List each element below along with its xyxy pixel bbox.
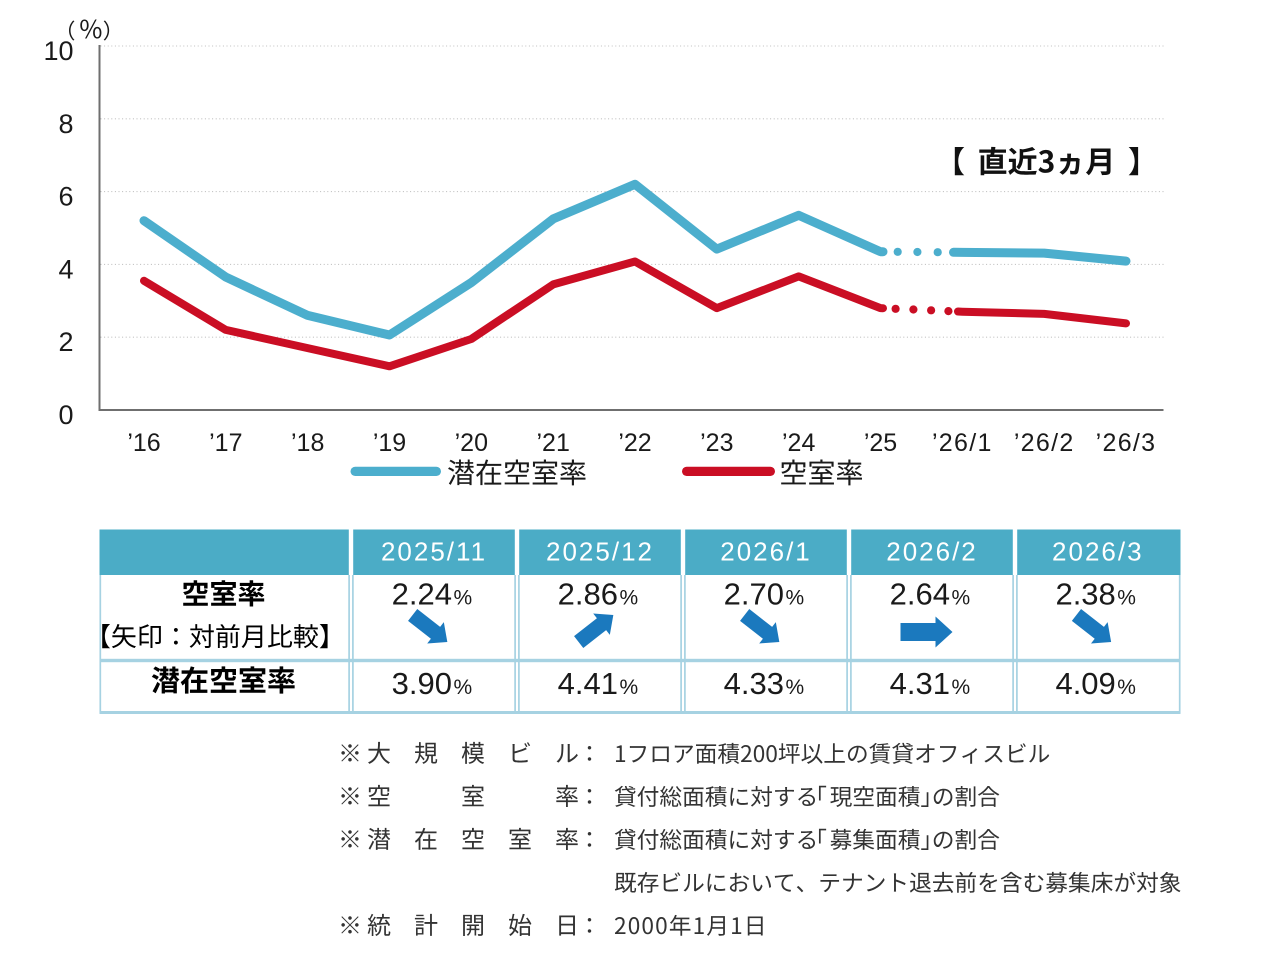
svg-text:’26/3: ’26/3 xyxy=(1096,429,1157,457)
svg-text:’24: ’24 xyxy=(782,429,815,457)
svg-text:10: 10 xyxy=(43,36,73,66)
svg-text:’18: ’18 xyxy=(291,429,324,457)
svg-text:2.70: 2.70 xyxy=(724,577,784,612)
svg-text:8: 8 xyxy=(58,109,73,139)
svg-text:’26/1: ’26/1 xyxy=(932,429,993,457)
svg-text:0: 0 xyxy=(58,400,73,430)
svg-text:2.86: 2.86 xyxy=(558,577,618,612)
svg-text:%: % xyxy=(1117,587,1136,610)
svg-text:%: % xyxy=(952,676,971,699)
svg-text:’17: ’17 xyxy=(209,429,242,457)
svg-text:4.33: 4.33 xyxy=(724,666,784,701)
svg-text:’25: ’25 xyxy=(864,429,897,457)
svg-text:2026/1: 2026/1 xyxy=(720,537,812,567)
svg-text:%: % xyxy=(620,587,639,610)
svg-text:2026/2: 2026/2 xyxy=(886,537,978,567)
svg-text:4: 4 xyxy=(58,254,73,284)
svg-text:’22: ’22 xyxy=(618,429,651,457)
svg-text:%: % xyxy=(454,676,473,699)
svg-text:’19: ’19 xyxy=(373,429,406,457)
svg-text:%: % xyxy=(620,676,639,699)
svg-text:4.31: 4.31 xyxy=(890,666,950,701)
svg-text:%: % xyxy=(786,587,805,610)
svg-text:2: 2 xyxy=(58,327,73,357)
svg-text:4.09: 4.09 xyxy=(1055,666,1115,701)
svg-text:’16: ’16 xyxy=(127,429,160,457)
svg-text:6: 6 xyxy=(58,182,73,212)
svg-text:’20: ’20 xyxy=(455,429,488,457)
svg-text:%: % xyxy=(786,676,805,699)
svg-text:2025/11: 2025/11 xyxy=(381,537,487,567)
svg-text:2.64: 2.64 xyxy=(890,577,950,612)
svg-text:2.24: 2.24 xyxy=(392,577,452,612)
svg-text:2026/3: 2026/3 xyxy=(1052,537,1144,567)
svg-text:’21: ’21 xyxy=(537,429,570,457)
svg-text:%: % xyxy=(952,587,971,610)
svg-text:2025/12: 2025/12 xyxy=(546,537,654,567)
svg-text:4.41: 4.41 xyxy=(558,666,618,701)
svg-text:’23: ’23 xyxy=(700,429,733,457)
svg-text:%: % xyxy=(454,587,473,610)
svg-text:3.90: 3.90 xyxy=(392,666,452,701)
svg-text:%: % xyxy=(1117,676,1136,699)
svg-text:’26/2: ’26/2 xyxy=(1014,429,1075,457)
svg-text:2.38: 2.38 xyxy=(1055,577,1115,612)
